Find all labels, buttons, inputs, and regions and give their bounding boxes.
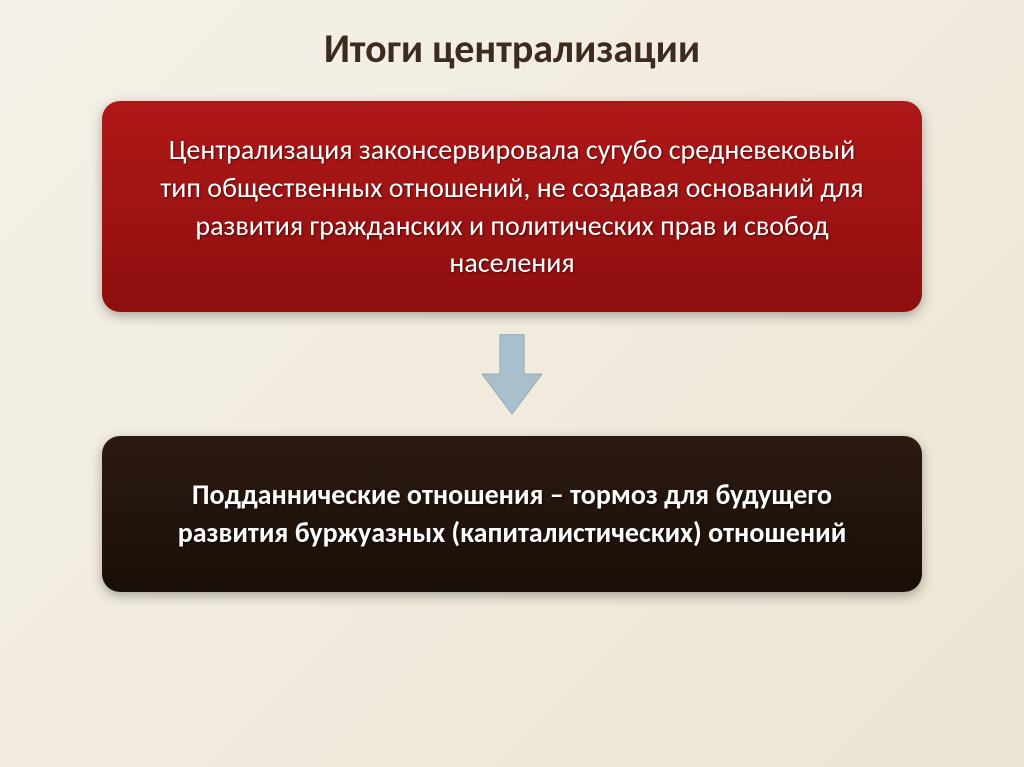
consequence-box: Подданнические отношения – тормоз для бу… — [102, 436, 922, 592]
consequence-text: Подданнические отношения – тормоз для бу… — [152, 476, 872, 552]
slide-title: Итоги централизации — [324, 24, 700, 73]
centralization-result-box: Централизация законсервировала сугубо ср… — [102, 101, 922, 312]
arrow-container — [482, 334, 542, 414]
centralization-result-text: Централизация законсервировала сугубо ср… — [152, 131, 872, 282]
arrow-down-icon — [482, 334, 542, 414]
